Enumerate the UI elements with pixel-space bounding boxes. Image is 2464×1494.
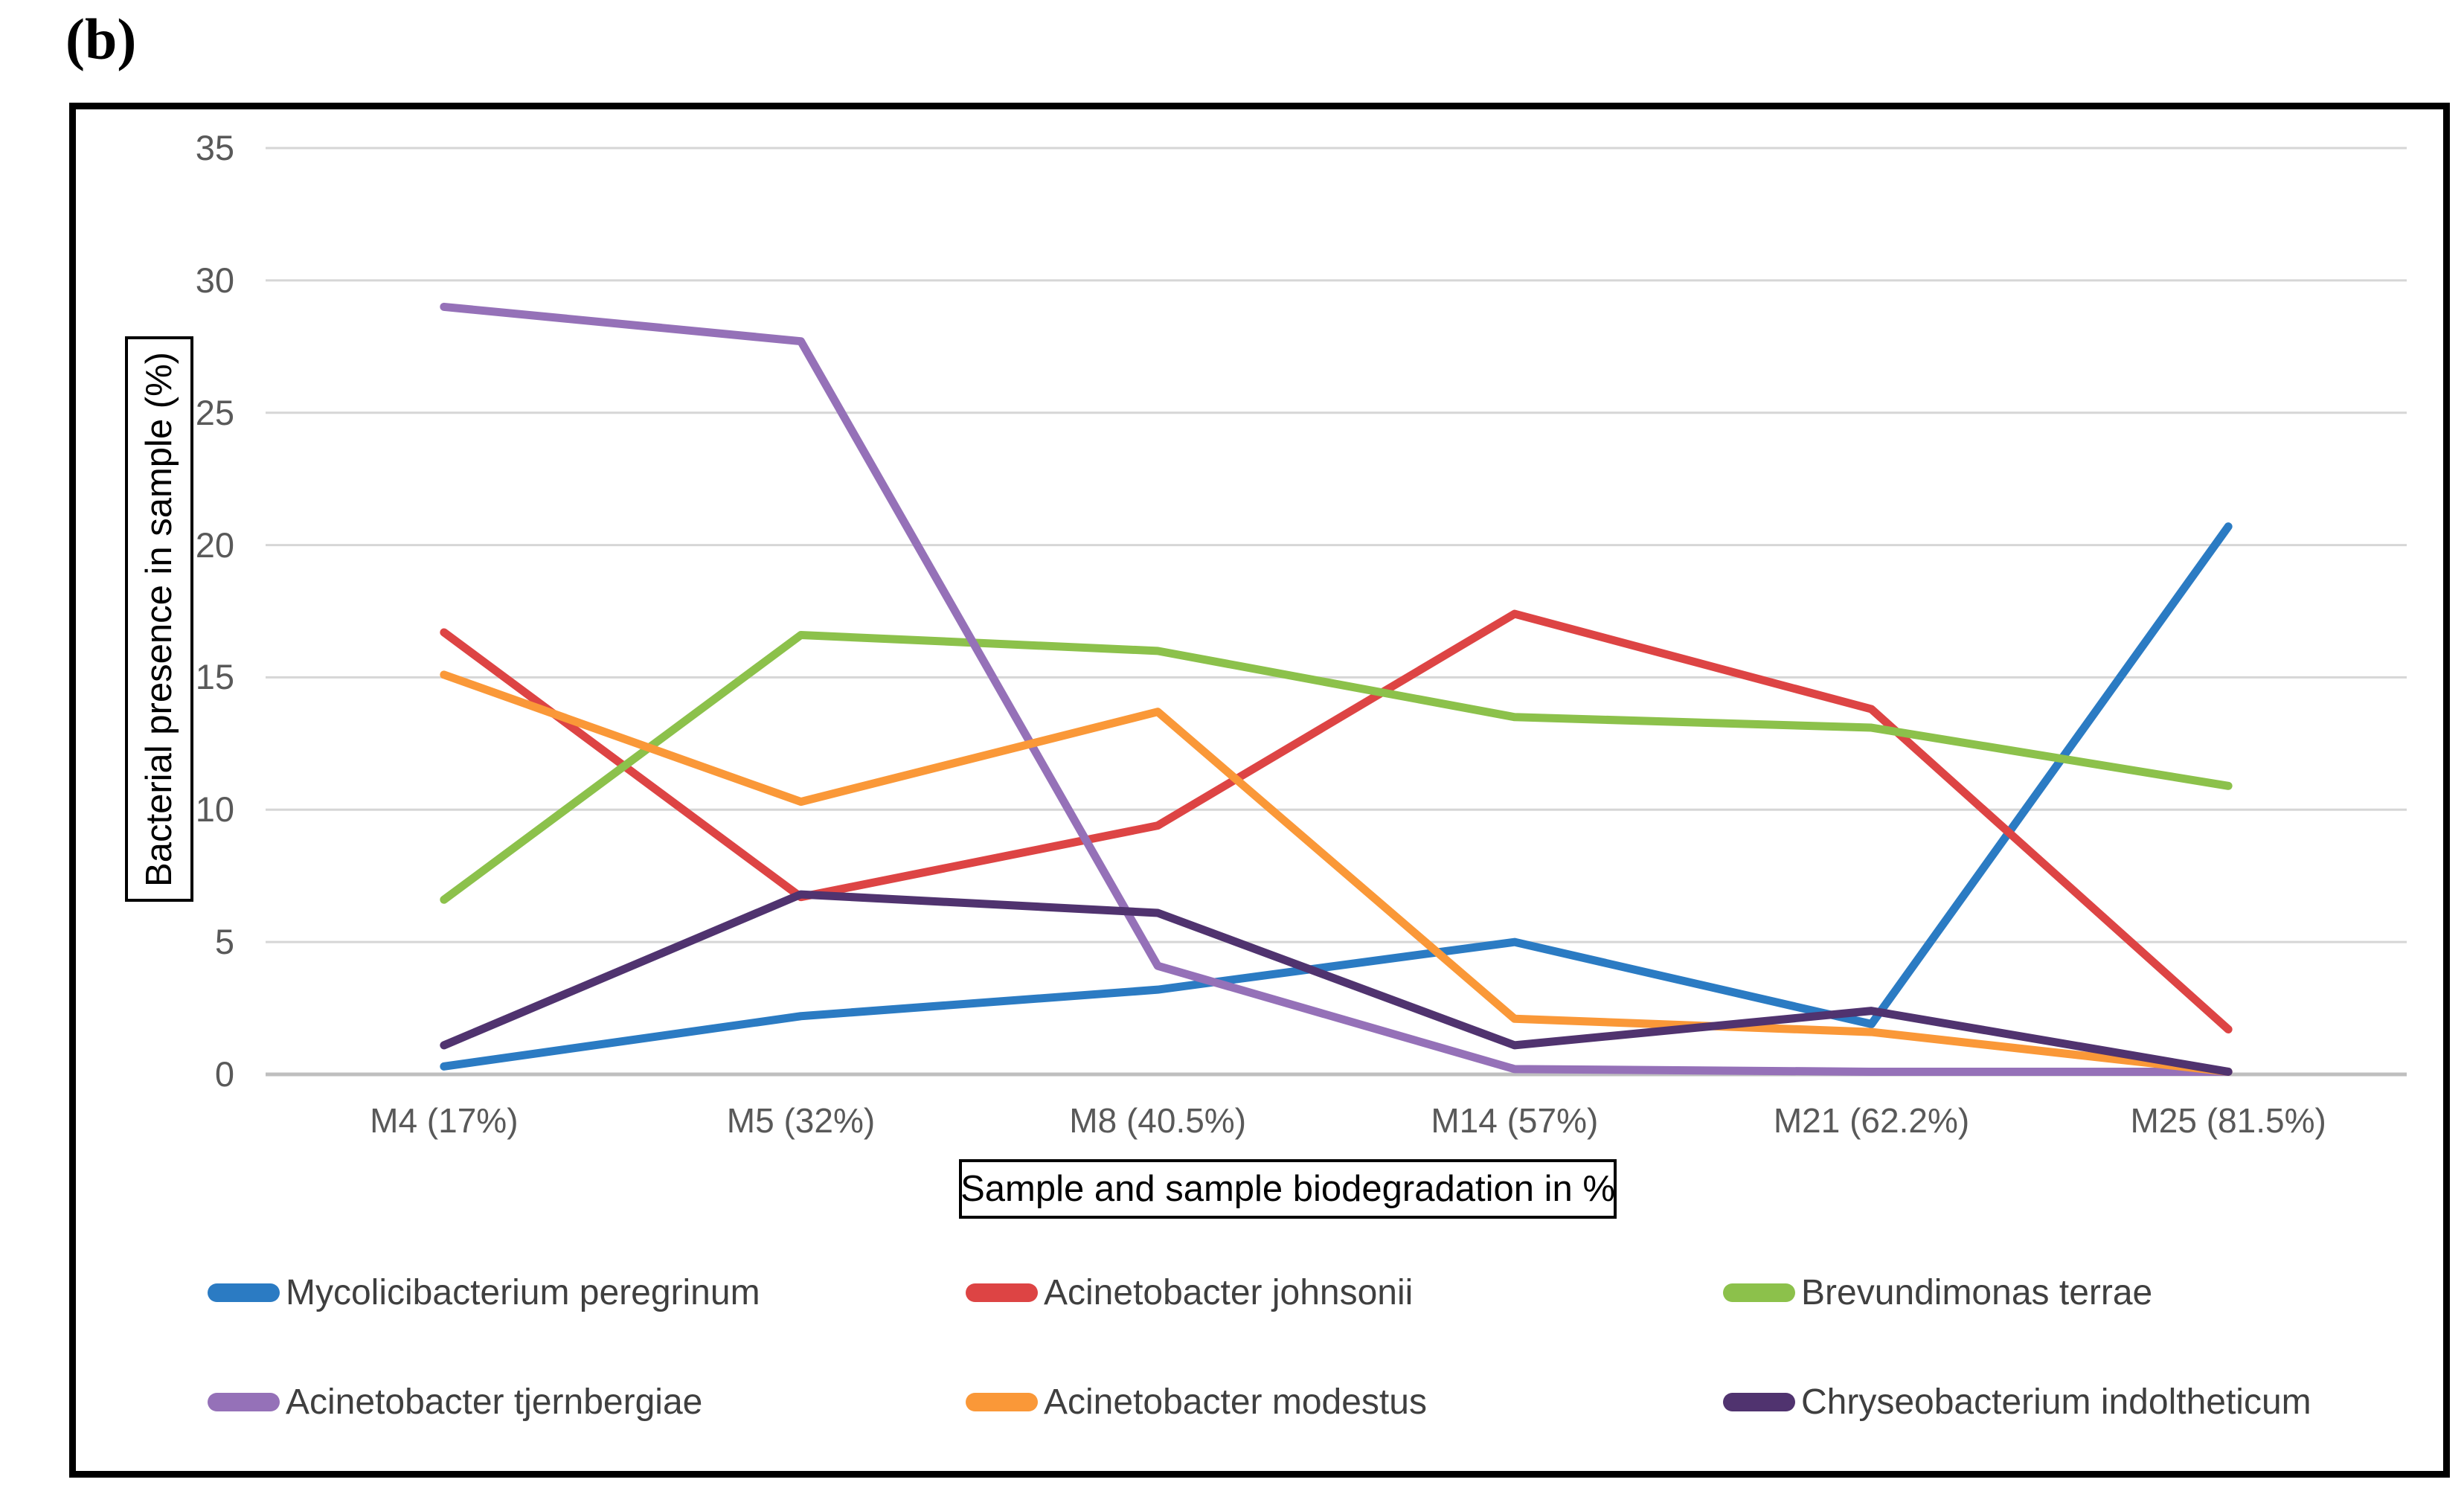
legend-label: Chryseobacterium indoltheticum [1801, 1382, 2311, 1422]
y-tick-label: 10 [195, 789, 234, 830]
y-tick-label: 0 [214, 1054, 234, 1094]
series-line [440, 609, 2233, 1034]
legend-item: Brevundimonas terrae [1723, 1269, 2152, 1315]
y-tick-label: 30 [195, 260, 234, 300]
legend-item: Mycolicibacterium peregrinum [208, 1269, 760, 1315]
x-category-label: M4 (17%) [370, 1101, 519, 1140]
legend-swatch [1723, 1283, 1795, 1302]
legend-item: Chryseobacterium indoltheticum [1723, 1379, 2311, 1425]
legend-swatch [966, 1283, 1038, 1302]
legend-item: Acinetobacter tjernbergiae [208, 1379, 702, 1425]
legend-item: Acinetobacter modestus [966, 1379, 1427, 1425]
y-tick-label: 25 [195, 392, 234, 432]
x-category-label: M21 (62.2%) [1773, 1101, 1970, 1140]
x-axis-title: Sample and sample biodegradation in % [960, 1169, 1615, 1209]
y-tick-label: 15 [195, 657, 234, 697]
y-tick-label: 35 [195, 128, 234, 167]
legend-swatch [208, 1392, 280, 1411]
legend-swatch [208, 1283, 280, 1302]
series-line [440, 890, 2233, 1076]
series-line [440, 302, 2233, 1076]
chart-frame [69, 103, 2450, 1478]
legend-label: Acinetobacter modestus [1044, 1382, 1427, 1422]
legend-label: Mycolicibacterium peregrinum [286, 1272, 760, 1312]
panel-label: (b) [65, 7, 137, 71]
legend-label: Acinetobacter tjernbergiae [286, 1382, 703, 1422]
y-axis-title-box: Bacterial presence in sample (%) [125, 336, 193, 902]
x-category-label: M14 (57%) [1431, 1101, 1599, 1140]
legend-swatch [1723, 1392, 1795, 1411]
y-tick-label: 5 [214, 922, 234, 962]
y-tick-label: 20 [195, 525, 234, 565]
y-axis-title: Bacterial presence in sample (%) [139, 351, 179, 887]
series-line [440, 522, 2233, 1071]
legend-swatch [966, 1392, 1038, 1411]
x-category-label: M8 (40.5%) [1069, 1101, 1247, 1140]
legend-label: Acinetobacter johnsonii [1044, 1272, 1414, 1312]
x-category-label: M5 (32%) [726, 1101, 876, 1140]
legend-label: Brevundimonas terrae [1801, 1272, 2153, 1312]
series-line [440, 631, 2233, 904]
series-line [440, 670, 2233, 1076]
x-axis-title-box: Sample and sample biodegradation in % [959, 1159, 1617, 1219]
x-category-label: M25 (81.5%) [2130, 1101, 2326, 1140]
legend-item: Acinetobacter johnsonii [966, 1269, 1413, 1315]
